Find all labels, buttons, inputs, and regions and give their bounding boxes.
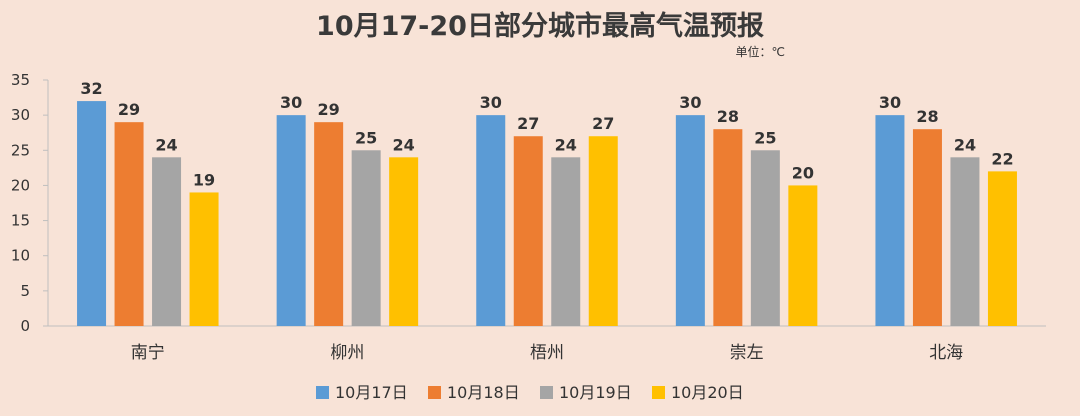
data-label: 24 — [155, 135, 177, 154]
bar — [950, 157, 980, 326]
legend-label: 10月19日 — [559, 383, 632, 402]
data-label: 19 — [193, 170, 215, 189]
data-label: 24 — [954, 135, 976, 154]
bar — [389, 157, 419, 326]
y-tick-label: 10 — [11, 247, 30, 265]
data-label: 24 — [393, 135, 415, 154]
bar — [276, 115, 306, 327]
bar — [912, 129, 942, 326]
bar — [152, 157, 182, 326]
bar — [675, 115, 705, 327]
legend-label: 10月18日 — [447, 383, 520, 402]
legend-swatch — [540, 386, 553, 399]
data-label: 20 — [792, 163, 814, 182]
data-label: 28 — [717, 107, 739, 126]
bar — [875, 115, 905, 327]
data-label: 30 — [480, 93, 502, 112]
bar — [351, 150, 381, 326]
y-tick-label: 25 — [11, 141, 30, 159]
legend-swatch — [316, 386, 329, 399]
bar — [114, 122, 144, 327]
bar — [750, 150, 780, 326]
y-tick-label: 30 — [11, 106, 30, 124]
legend-swatch — [652, 386, 665, 399]
bar — [314, 122, 344, 327]
bar — [77, 101, 107, 326]
legend-label: 10月20日 — [671, 383, 744, 402]
data-label: 22 — [991, 149, 1013, 168]
y-tick-label: 5 — [20, 282, 30, 300]
x-categories: 南宁 柳州 梧州 崇左 北海 — [131, 343, 963, 363]
bar — [987, 171, 1017, 326]
legend-label: 10月17日 — [335, 383, 408, 402]
x-category-label: 北海 — [929, 343, 963, 363]
y-tick-label: 0 — [20, 317, 30, 335]
bar — [713, 129, 743, 326]
bar — [588, 136, 618, 326]
bar — [513, 136, 543, 326]
bar — [551, 157, 581, 326]
data-label: 29 — [318, 100, 340, 119]
chart-title: 10月17-20日部分城市最高气温预报 — [316, 10, 764, 42]
legend: 10月17日 10月18日 10月19日 10月20日 — [316, 383, 744, 402]
data-label: 27 — [592, 114, 614, 133]
x-category-label: 梧州 — [530, 343, 564, 363]
bar — [189, 192, 219, 326]
y-tick-label: 20 — [11, 176, 30, 194]
data-label: 25 — [754, 128, 776, 147]
data-label: 30 — [679, 93, 701, 112]
x-category-label: 南宁 — [131, 343, 165, 363]
data-label: 24 — [555, 135, 577, 154]
x-category-label: 崇左 — [730, 343, 764, 363]
y-tick-label: 15 — [11, 212, 30, 230]
data-label: 32 — [80, 79, 102, 98]
data-label: 29 — [118, 100, 140, 119]
y-ticks: 0 5 10 15 20 25 30 35 — [11, 71, 48, 335]
bar — [788, 185, 818, 326]
unit-label: 单位：℃ — [736, 44, 785, 59]
bars — [77, 101, 1017, 327]
data-label: 27 — [517, 114, 539, 133]
data-label: 30 — [879, 93, 901, 112]
data-labels: 32 29 24 19 30 29 25 24 30 27 24 27 30 28 25 20 30 28 24 22 — [80, 79, 1013, 189]
y-tick-label: 35 — [11, 71, 30, 89]
legend-swatch — [428, 386, 441, 399]
data-label: 30 — [280, 93, 302, 112]
data-label: 25 — [355, 128, 377, 147]
data-label: 28 — [916, 107, 938, 126]
x-category-label: 柳州 — [330, 343, 364, 363]
bar — [476, 115, 506, 327]
